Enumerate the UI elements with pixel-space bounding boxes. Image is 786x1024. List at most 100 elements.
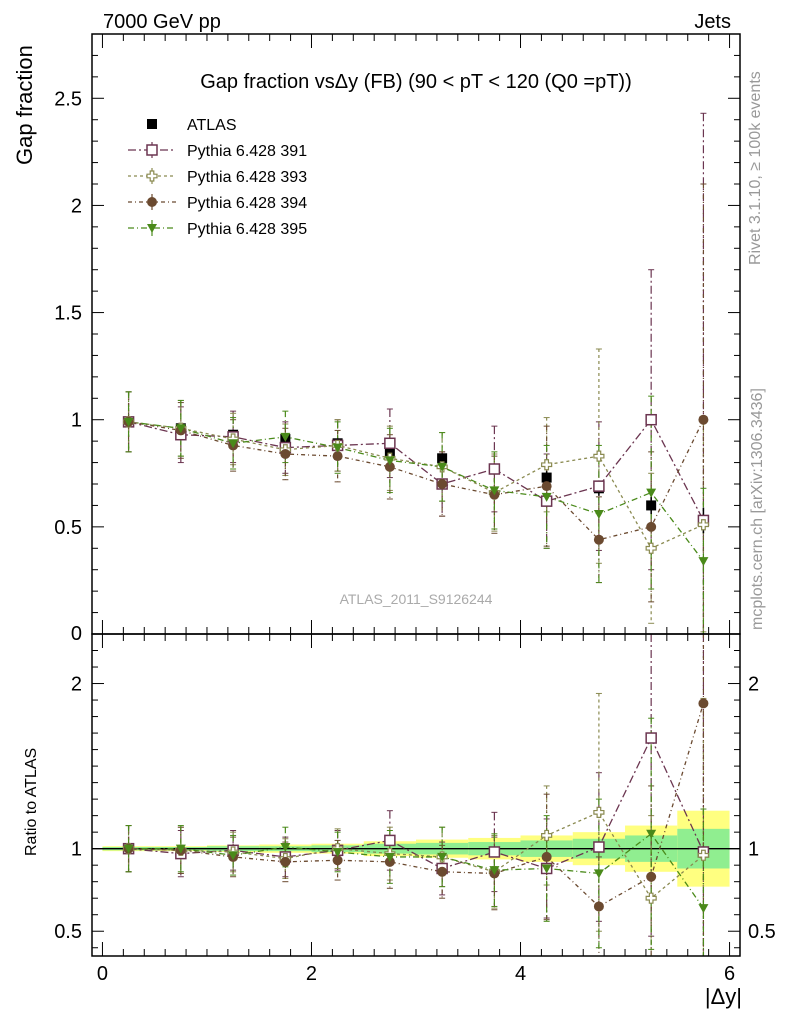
series-line — [128, 421, 704, 550]
series-point — [698, 557, 709, 567]
legend: ATLAS Pythia 6.428 391 Pythia 6.428 393 Pyt… — [128, 117, 307, 238]
ratio-series-point — [384, 834, 396, 847]
ratio-y-tick-label: 2 — [71, 674, 82, 696]
legend-marker — [146, 144, 158, 156]
atlas-point — [384, 446, 395, 457]
ratio-series-point — [698, 904, 709, 914]
x-tick-label: 6 — [724, 963, 735, 985]
y-axis-label-main: Gap fraction — [12, 45, 37, 165]
ratio-series-point — [593, 841, 605, 853]
ratio-series-point — [593, 806, 605, 818]
ratio-uncertainty-band — [92, 810, 740, 887]
ratio-series-point — [541, 851, 552, 862]
x-tick-label: 4 — [515, 963, 526, 985]
ratio-series-point — [541, 864, 552, 874]
series-point — [228, 439, 239, 449]
series-point — [489, 486, 500, 496]
ratio-series-point — [280, 843, 291, 853]
ratio-y-tick-label-right: 1 — [748, 839, 759, 861]
series-point — [698, 414, 709, 425]
series-point — [437, 462, 448, 472]
series-line — [128, 421, 704, 562]
series-point — [384, 461, 395, 472]
series-point — [541, 492, 552, 502]
series-line — [128, 419, 705, 541]
series-point — [541, 481, 552, 492]
x-axis-label: |Δy| — [705, 984, 742, 1009]
ratio-axis-ticks: 0.5 0.5 1 1 2 2 — [54, 650, 776, 949]
ratio-series-point — [228, 851, 239, 861]
legend-atlas-label: ATLAS — [187, 117, 237, 134]
ratio-y-tick-label: 0.5 — [54, 921, 82, 943]
series-point — [437, 479, 448, 489]
main-data-marks — [122, 112, 710, 635]
legend-marker — [146, 170, 158, 182]
y-axis-label-ratio: Ratio to ATLAS — [23, 748, 40, 856]
ratio-series-point — [646, 871, 657, 882]
series-point — [123, 417, 134, 427]
mcplots-label: mcplots.cern.ch [arXiv:1306.3436] — [749, 388, 766, 630]
ratio-series-point — [646, 829, 657, 839]
ratio-frame — [91, 633, 741, 957]
ratio-data-marks — [122, 633, 710, 957]
ratio-series-line — [128, 832, 704, 909]
ratio-series-point — [384, 852, 395, 862]
legend-marker — [147, 224, 157, 233]
rivet-label: Rivet 3.1.10, ≥ 100k events — [747, 71, 764, 265]
ratio-y-tick-label: 1 — [71, 839, 82, 861]
legend-series-label: Pythia 6.428 395 — [187, 221, 307, 238]
ratio-series-point — [489, 866, 500, 876]
series-point — [384, 456, 395, 466]
ratio-series-point — [645, 732, 657, 744]
series-point — [541, 459, 553, 471]
x-tick-label: 0 — [97, 963, 108, 985]
chart-title: Gap fraction vsΔy (FB) (90 < pT < 120 (Q… — [200, 71, 631, 93]
series-point — [645, 542, 657, 554]
legend-atlas-marker — [147, 119, 157, 129]
ratio-series-point — [698, 698, 709, 709]
y-tick-label: 1.5 — [54, 303, 82, 325]
series-point — [645, 413, 657, 426]
series-point — [488, 463, 501, 475]
analysis-watermark: ATLAS_2011_S9126244 — [340, 591, 493, 607]
series-point — [593, 534, 604, 545]
energy-label: 7000 GeV pp — [103, 11, 221, 33]
series-point — [280, 432, 291, 442]
ratio-series-point — [175, 844, 186, 854]
atlas-point — [541, 472, 552, 483]
legend-marker — [147, 197, 157, 207]
series-point — [332, 451, 343, 462]
y-tick-label: 2 — [71, 195, 82, 217]
ratio-series-point — [541, 829, 553, 842]
series-point — [280, 449, 291, 459]
legend-series-label: Pythia 6.428 393 — [187, 169, 307, 186]
atlas-point — [646, 500, 657, 511]
series-point — [384, 437, 396, 450]
ratio-series-line — [128, 811, 704, 900]
legend-series-label: Pythia 6.428 394 — [187, 195, 307, 212]
process-label: Jets — [694, 11, 731, 33]
ratio-series-point — [593, 901, 604, 912]
main-axis-ticks: 0 0.5 1 1.5 2 2.5 0 2 4 6 — [54, 34, 740, 985]
series-point — [332, 443, 343, 453]
ratio-series-point — [488, 846, 501, 858]
x-tick-label: 2 — [306, 963, 317, 985]
ratio-series-point — [437, 852, 448, 862]
series-point — [646, 521, 657, 532]
series-point — [175, 424, 186, 434]
ratio-y-tick-label-right: 0.5 — [748, 921, 776, 943]
series-point — [646, 488, 657, 498]
ratio-series-point — [280, 856, 291, 867]
ratio-series-line — [128, 736, 705, 870]
atlas-point — [437, 453, 448, 464]
ratio-series-point — [332, 847, 343, 857]
ratio-series-point — [437, 866, 448, 877]
ratio-series-point — [697, 849, 710, 861]
series-point — [593, 480, 605, 492]
ratio-series-point — [593, 869, 604, 879]
ratio-series-point — [332, 855, 343, 866]
ratio-series-point — [645, 892, 657, 904]
series-line — [128, 418, 704, 521]
legend-series-label: Pythia 6.428 391 — [187, 143, 307, 160]
